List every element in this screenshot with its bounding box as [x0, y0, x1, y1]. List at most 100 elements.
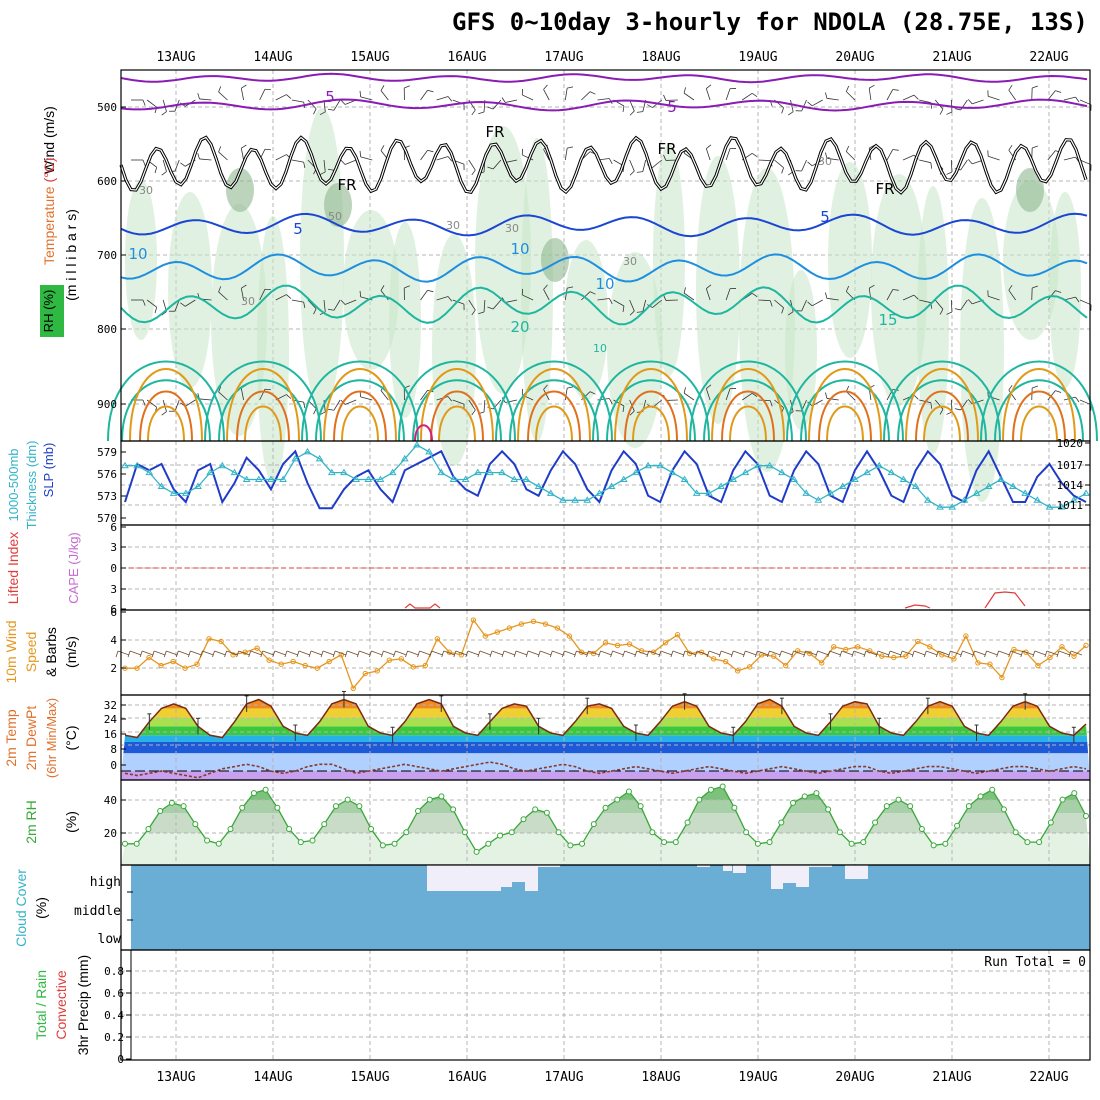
wind-barb-flag — [567, 86, 574, 89]
thickness-point — [230, 468, 239, 476]
rh2m-point — [989, 786, 996, 793]
wind-barb — [420, 390, 428, 401]
thickness-point — [218, 461, 227, 469]
date-label-bottom: 18AUG — [641, 1070, 680, 1085]
rh2m-point — [719, 783, 726, 790]
wind-barb — [528, 650, 540, 656]
wind-barb-flag — [142, 99, 146, 106]
wind-barb — [841, 650, 853, 656]
wind-barb-flag — [787, 311, 794, 316]
thickness-axis-label: 1000-500mb — [6, 449, 21, 522]
slp-line — [124, 449, 1087, 510]
wind-speed-point — [470, 617, 477, 623]
date-label-bottom: 15AUG — [350, 1070, 389, 1085]
wind-barb-flag — [561, 650, 565, 658]
wind-barb — [600, 650, 612, 656]
thickness-point — [425, 447, 433, 455]
temp-contour-diurnal — [412, 379, 502, 442]
rh-shade — [960, 198, 1004, 502]
wind-barb — [467, 650, 479, 656]
thickness-point — [157, 482, 166, 489]
wind-barb — [1079, 159, 1092, 166]
wind-barb — [1047, 150, 1056, 161]
thickness-point — [510, 475, 519, 483]
wind-barb-flag — [1008, 84, 1013, 91]
high-cloud-bar — [733, 865, 746, 873]
thickness-point — [388, 468, 397, 476]
wind-barb — [683, 92, 695, 101]
wind-barb-flag — [313, 308, 317, 315]
temp-contour-diurnal — [883, 360, 1001, 442]
wind-barb — [934, 299, 944, 310]
wind-speed-point — [374, 668, 380, 674]
wind-barb — [226, 650, 238, 656]
rh2m-point — [332, 803, 339, 810]
wind-barb-flag — [972, 650, 975, 658]
wind-barb — [774, 159, 784, 169]
rh2m-point — [836, 829, 843, 836]
date-label-bottom: 19AUG — [738, 1070, 777, 1085]
date-label-top: 20AUG — [835, 50, 874, 65]
thickness-point — [680, 475, 689, 483]
wind-barb-flag — [197, 93, 200, 100]
wind-barb-flag — [629, 310, 635, 316]
wind-speed-point — [674, 632, 681, 638]
rh2m-point — [555, 829, 562, 836]
wind-barb-flag — [340, 299, 346, 305]
contour-label: 15 — [878, 311, 897, 329]
wind-barb — [988, 295, 1000, 301]
wind-barb-flag — [1044, 650, 1048, 658]
rh2m-point — [133, 840, 140, 847]
wind-barb-flag — [751, 92, 758, 98]
wind-barb-flag — [589, 291, 596, 295]
wind-barb — [613, 299, 625, 307]
wind-speed-point — [158, 662, 164, 669]
wind-barb — [1047, 90, 1056, 101]
thickness-point — [790, 475, 798, 483]
wind-barb-flag — [622, 405, 625, 412]
thickness-point — [437, 468, 446, 476]
wind-barb — [801, 159, 807, 172]
wind-speed-point — [662, 640, 669, 646]
rh-shade — [828, 162, 872, 358]
thickness-point — [765, 461, 774, 469]
high-cloud-bar — [783, 865, 796, 883]
wind-barb — [240, 388, 244, 401]
wind-barb — [259, 89, 266, 101]
wind-barb — [988, 95, 1000, 101]
wind-speed-point — [278, 661, 284, 667]
wind-barb — [1008, 89, 1016, 101]
wind-barb — [708, 650, 721, 656]
wind-barb — [865, 650, 878, 656]
wind-barb-flag — [115, 650, 119, 658]
wind-barb-flag — [471, 169, 476, 176]
wind-barb-flag — [303, 302, 306, 309]
tick-label: 20 — [104, 827, 117, 840]
thickness-point — [121, 461, 129, 469]
wind-barb-flag — [359, 150, 362, 157]
wind-speed-point — [566, 633, 573, 639]
cloud-cover-fill — [131, 865, 1090, 950]
wind-barb — [725, 388, 731, 401]
slp-axis-label: SLP (mb) — [41, 443, 56, 498]
rh2m-point — [848, 840, 855, 847]
temp-contour-diurnal — [614, 368, 688, 442]
wind-barb — [902, 294, 915, 301]
tick-label: 600 — [97, 175, 117, 188]
wind-barb — [117, 650, 130, 656]
wind-speed-point — [362, 670, 368, 677]
wind-barb-flag — [694, 650, 698, 658]
thickness-point — [850, 475, 859, 483]
wind-barb-flag — [892, 289, 899, 291]
wind-barb — [483, 399, 486, 412]
temp-unit-axis-label: (°C) — [63, 725, 79, 750]
cloud-level-label: high — [90, 875, 121, 890]
cloud-level-label: middle — [74, 904, 121, 919]
tick-label: 500 — [97, 101, 117, 114]
tick-label: 800 — [97, 323, 117, 336]
wind-barb — [380, 290, 389, 301]
rh-shade — [917, 186, 949, 454]
thickness-point — [169, 489, 178, 496]
wind-barb — [395, 650, 407, 656]
rh2m-point — [450, 806, 457, 813]
